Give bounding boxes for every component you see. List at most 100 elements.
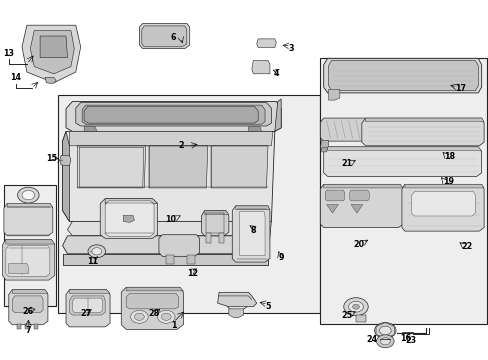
Polygon shape bbox=[62, 236, 269, 254]
Polygon shape bbox=[325, 190, 344, 201]
Text: 11: 11 bbox=[87, 256, 98, 265]
Text: 20: 20 bbox=[353, 240, 364, 249]
Polygon shape bbox=[274, 99, 281, 131]
Text: 17: 17 bbox=[454, 84, 465, 93]
Polygon shape bbox=[84, 127, 97, 131]
Polygon shape bbox=[361, 118, 483, 146]
Polygon shape bbox=[9, 264, 28, 274]
Polygon shape bbox=[323, 147, 481, 176]
Polygon shape bbox=[6, 239, 55, 244]
Text: 26: 26 bbox=[23, 307, 34, 316]
Bar bbox=[4, 185, 56, 306]
Polygon shape bbox=[204, 211, 228, 214]
Polygon shape bbox=[25, 324, 29, 329]
Polygon shape bbox=[320, 118, 367, 141]
Bar bbox=[320, 58, 486, 324]
Polygon shape bbox=[235, 206, 269, 210]
Text: 6: 6 bbox=[170, 33, 176, 42]
Polygon shape bbox=[69, 290, 110, 293]
Polygon shape bbox=[186, 255, 194, 264]
Text: 10: 10 bbox=[164, 215, 175, 224]
Text: 22: 22 bbox=[460, 242, 472, 251]
Text: 13: 13 bbox=[3, 49, 14, 58]
Text: 7: 7 bbox=[25, 326, 31, 335]
Polygon shape bbox=[17, 324, 20, 329]
Polygon shape bbox=[328, 89, 339, 100]
Circle shape bbox=[161, 313, 171, 320]
Circle shape bbox=[374, 323, 395, 338]
Text: 4: 4 bbox=[273, 69, 279, 78]
Polygon shape bbox=[328, 60, 477, 91]
Polygon shape bbox=[84, 106, 258, 123]
Polygon shape bbox=[12, 290, 48, 293]
Polygon shape bbox=[69, 131, 272, 146]
Circle shape bbox=[352, 304, 359, 309]
Polygon shape bbox=[201, 211, 228, 236]
Polygon shape bbox=[66, 290, 110, 327]
Circle shape bbox=[22, 190, 35, 200]
Polygon shape bbox=[321, 148, 327, 152]
Polygon shape bbox=[76, 103, 271, 126]
Text: 25: 25 bbox=[341, 310, 352, 320]
Polygon shape bbox=[139, 23, 189, 49]
Circle shape bbox=[376, 335, 393, 348]
Polygon shape bbox=[34, 324, 38, 329]
Polygon shape bbox=[228, 309, 243, 318]
Polygon shape bbox=[82, 105, 264, 124]
Polygon shape bbox=[105, 201, 154, 236]
Text: 16: 16 bbox=[400, 334, 410, 343]
Circle shape bbox=[134, 313, 144, 320]
Polygon shape bbox=[67, 221, 271, 236]
Polygon shape bbox=[323, 184, 403, 188]
Polygon shape bbox=[323, 58, 481, 93]
Bar bbox=[58, 95, 320, 313]
Polygon shape bbox=[232, 206, 269, 262]
Polygon shape bbox=[375, 323, 394, 338]
Circle shape bbox=[348, 301, 363, 312]
Text: 21: 21 bbox=[341, 159, 352, 168]
Polygon shape bbox=[327, 147, 481, 150]
Polygon shape bbox=[256, 39, 276, 48]
Text: 14: 14 bbox=[10, 73, 21, 82]
Text: 23: 23 bbox=[405, 336, 415, 345]
Polygon shape bbox=[6, 246, 50, 276]
Circle shape bbox=[88, 245, 105, 258]
Polygon shape bbox=[40, 36, 67, 58]
Circle shape bbox=[380, 338, 389, 345]
Polygon shape bbox=[149, 146, 207, 188]
Polygon shape bbox=[206, 233, 211, 243]
Polygon shape bbox=[7, 203, 53, 207]
Polygon shape bbox=[320, 140, 328, 150]
Polygon shape bbox=[100, 199, 157, 238]
Polygon shape bbox=[401, 184, 483, 231]
Text: 19: 19 bbox=[443, 177, 453, 186]
Polygon shape bbox=[30, 31, 74, 74]
Polygon shape bbox=[404, 184, 483, 188]
Polygon shape bbox=[349, 190, 368, 201]
Circle shape bbox=[379, 326, 390, 335]
Polygon shape bbox=[45, 77, 56, 84]
Text: 12: 12 bbox=[187, 269, 198, 278]
Polygon shape bbox=[62, 131, 69, 221]
Polygon shape bbox=[166, 255, 173, 264]
Text: 28: 28 bbox=[148, 309, 160, 318]
Text: 5: 5 bbox=[264, 302, 270, 311]
Polygon shape bbox=[12, 296, 43, 312]
Polygon shape bbox=[105, 199, 157, 203]
Polygon shape bbox=[4, 203, 53, 236]
Text: 18: 18 bbox=[444, 152, 454, 161]
Polygon shape bbox=[9, 290, 48, 325]
Polygon shape bbox=[66, 102, 281, 131]
Polygon shape bbox=[62, 131, 274, 221]
Polygon shape bbox=[411, 192, 474, 216]
Circle shape bbox=[157, 310, 175, 323]
Polygon shape bbox=[326, 204, 338, 213]
Polygon shape bbox=[126, 293, 178, 309]
Circle shape bbox=[130, 310, 148, 323]
Text: 27: 27 bbox=[80, 309, 91, 318]
Polygon shape bbox=[217, 292, 256, 307]
Polygon shape bbox=[62, 254, 267, 265]
Polygon shape bbox=[121, 287, 183, 329]
Polygon shape bbox=[2, 239, 55, 280]
Circle shape bbox=[18, 187, 39, 203]
